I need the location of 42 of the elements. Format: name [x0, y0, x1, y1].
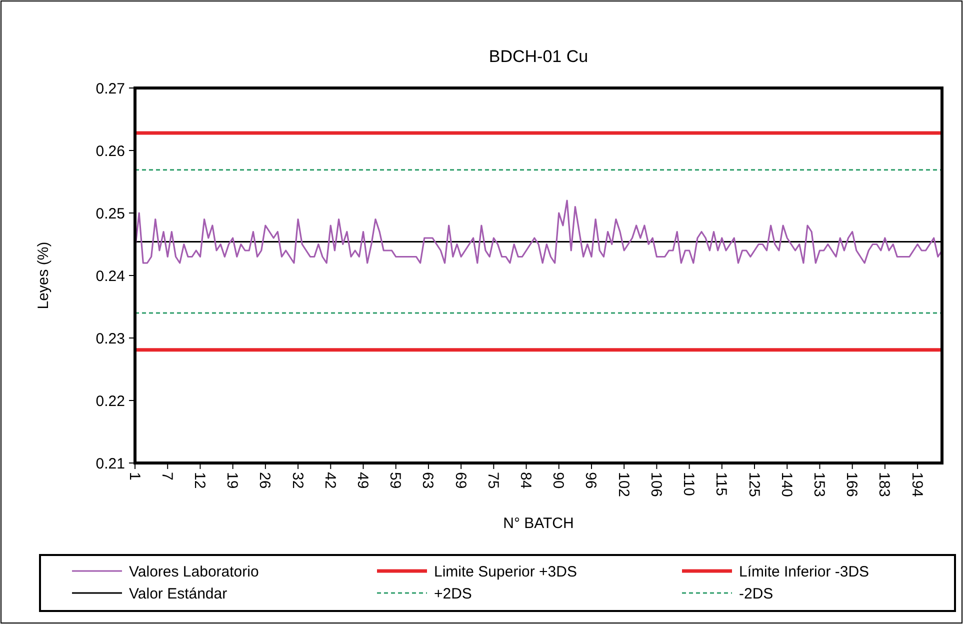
y-tick-label: 0.27: [96, 80, 125, 98]
x-tick-label: 110: [680, 472, 698, 496]
x-tick-label: 166: [843, 472, 860, 498]
legend-label: Valor Estándar: [129, 585, 228, 602]
x-tick-label: 140: [778, 472, 795, 498]
x-tick-label: 183: [876, 472, 893, 498]
x-tick-label: 26: [256, 472, 274, 489]
x-tick-label: 106: [647, 472, 664, 498]
legend-label: Valores Laboratorio: [129, 563, 259, 580]
y-tick-label: 0.21: [96, 455, 125, 472]
x-tick-label: 1: [126, 472, 143, 480]
x-tick-label: 75: [484, 472, 502, 489]
x-tick-label: 59: [386, 472, 404, 489]
x-tick-label: 32: [288, 472, 306, 489]
x-tick-label: 63: [419, 472, 436, 489]
y-tick-label: 0.24: [96, 268, 125, 285]
x-tick-label: 42: [321, 472, 338, 489]
x-axis-title: N° BATCH: [503, 515, 574, 532]
y-tick-label: 0.22: [96, 392, 125, 410]
x-tick-label: 96: [582, 472, 600, 489]
x-tick-label: 12: [190, 472, 208, 489]
x-tick-label: 90: [550, 472, 567, 489]
legend-label: Limite Superior +3DS: [434, 563, 577, 580]
x-tick-label: 49: [354, 472, 371, 489]
y-tick-label: 0.25: [96, 205, 125, 222]
line-series: [134, 200, 943, 264]
legend-label: +2DS: [434, 585, 472, 602]
x-tick-label: 102: [614, 472, 632, 498]
x-tick-label: 153: [810, 472, 828, 498]
x-tick-label: 194: [908, 472, 926, 498]
x-tick-label: 125: [745, 472, 762, 498]
chart-title: BDCH-01 Cu: [488, 47, 588, 66]
x-tick-label: 84: [517, 472, 534, 489]
legend-label: Límite Inferior -3DS: [739, 563, 870, 580]
y-tick-label: 0.23: [96, 330, 125, 348]
x-tick-label: 115: [712, 472, 730, 496]
x-tick-label: 7: [158, 472, 176, 480]
legend-label: -2DS: [739, 585, 774, 602]
y-axis-title: Leyes (%): [35, 242, 52, 310]
x-tick-label: 19: [224, 472, 241, 489]
x-tick-label: 69: [452, 472, 469, 489]
y-tick-label: 0.26: [96, 142, 125, 160]
